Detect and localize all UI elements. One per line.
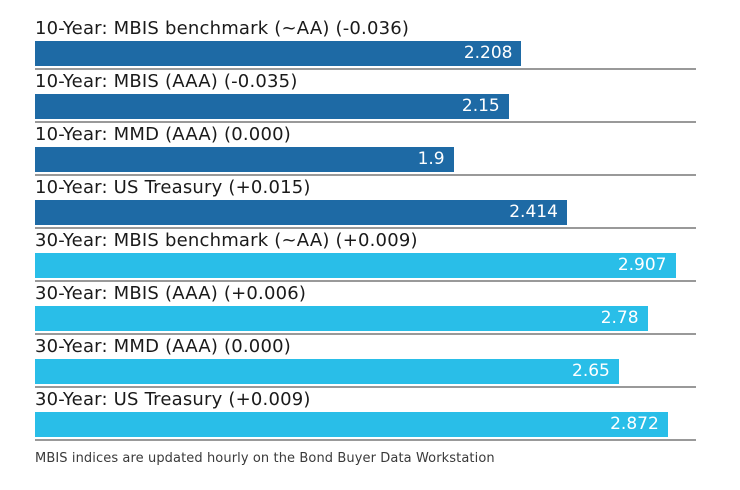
bar: 2.15 [35,94,509,119]
bar: 2.872 [35,412,668,437]
bar-value-label: 2.872 [610,414,659,434]
bar-track: 2.907 [35,253,696,278]
chart-rows: 10-Year: MBIS benchmark (~AA) (-0.036) 2… [35,18,696,442]
bar-value-label: 2.65 [572,361,610,381]
bar-track: 1.9 [35,147,696,172]
chart-footnote: MBIS indices are updated hourly on the B… [35,451,495,466]
chart-row: 30-Year: MMD (AAA) (0.000) 2.65 [35,336,696,389]
row-separator [35,227,696,229]
bar-track: 2.65 [35,359,696,384]
chart-row: 30-Year: MBIS (AAA) (+0.006) 2.78 [35,283,696,336]
bar: 2.65 [35,359,619,384]
bar-value-label: 2.15 [461,96,500,116]
bar-value-label: 2.78 [600,308,639,328]
bar-value-label: 2.414 [509,202,558,222]
bar-track: 2.208 [35,41,696,66]
chart-row: 10-Year: MBIS benchmark (~AA) (-0.036) 2… [35,18,696,71]
bar-track: 2.872 [35,412,696,437]
bar-category-label: 30-Year: MBIS benchmark (~AA) (+0.009) [35,230,418,251]
row-separator [35,439,696,441]
bar-value-label: 2.907 [617,255,667,275]
bar-category-label: 30-Year: US Treasury (+0.009) [35,389,311,410]
chart-row: 30-Year: US Treasury (+0.009) 2.872 [35,389,696,442]
chart-row: 10-Year: MMD (AAA) (0.000) 1.9 [35,124,696,177]
bar-category-label: 10-Year: US Treasury (+0.015) [35,177,311,198]
chart-row: 10-Year: US Treasury (+0.015) 2.414 [35,177,696,230]
bar: 1.9 [35,147,454,172]
row-separator [35,121,696,123]
bar-category-label: 10-Year: MBIS (AAA) (-0.035) [35,71,298,92]
bar-track: 2.15 [35,94,696,119]
bar: 2.78 [35,306,648,331]
row-separator [35,386,696,388]
bar-category-label: 10-Year: MBIS benchmark (~AA) (-0.036) [35,18,410,39]
bar: 2.907 [35,253,676,278]
bar-value-label: 1.9 [417,149,445,169]
bar-category-label: 30-Year: MBIS (AAA) (+0.006) [35,283,307,304]
row-separator [35,333,696,335]
chart-row: 30-Year: MBIS benchmark (~AA) (+0.009) 2… [35,230,696,283]
bar: 2.414 [35,200,567,225]
bar-value-label: 2.208 [463,43,513,63]
bar-track: 2.414 [35,200,696,225]
row-separator [35,174,696,176]
row-separator [35,280,696,282]
bar-category-label: 30-Year: MMD (AAA) (0.000) [35,336,291,357]
chart-row: 10-Year: MBIS (AAA) (-0.035) 2.15 [35,71,696,124]
bar-category-label: 10-Year: MMD (AAA) (0.000) [35,124,291,145]
row-separator [35,68,696,70]
bar: 2.208 [35,41,522,66]
bar-track: 2.78 [35,306,696,331]
